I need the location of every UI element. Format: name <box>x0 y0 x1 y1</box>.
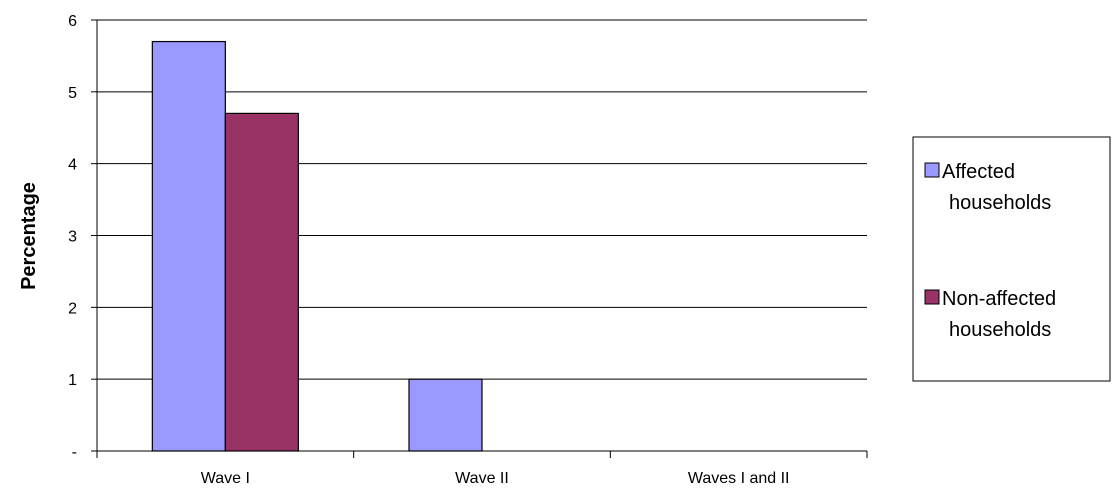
bar-non-affected-households-wave-i <box>224 112 299 452</box>
bar-affected-households-wave-ii <box>408 378 483 452</box>
y-tick-label: 4 <box>68 157 77 174</box>
legend-label: Non-affected <box>942 288 1056 310</box>
y-tick-label: - <box>72 444 77 461</box>
legend-label: Affected <box>942 161 1015 183</box>
bars <box>151 40 483 452</box>
axes <box>91 19 868 458</box>
legend-swatch <box>924 162 940 178</box>
bar-affected-households-wave-i <box>151 40 226 452</box>
y-axis-title: Percentage <box>18 182 40 290</box>
y-tick-label: 1 <box>68 372 77 389</box>
legend-label: households <box>949 319 1051 341</box>
y-tick-label: 5 <box>68 85 77 102</box>
y-tick-labels: - 1 2 3 4 5 6 <box>68 13 77 461</box>
x-tick-label: Wave I <box>201 470 250 487</box>
y-tick-label: 3 <box>68 229 77 246</box>
legend: Affected households Non-affected households <box>912 136 1111 382</box>
x-tick-label: Wave II <box>455 470 509 487</box>
legend-frame <box>912 136 1111 382</box>
x-tick-labels: Wave I Wave II Waves I and II <box>201 470 790 487</box>
legend-label: households <box>949 192 1051 214</box>
y-tick-label: 6 <box>68 13 77 30</box>
x-tick-label: Waves I and II <box>688 470 790 487</box>
legend-swatch <box>924 289 940 305</box>
y-tick-label: 2 <box>68 300 77 317</box>
